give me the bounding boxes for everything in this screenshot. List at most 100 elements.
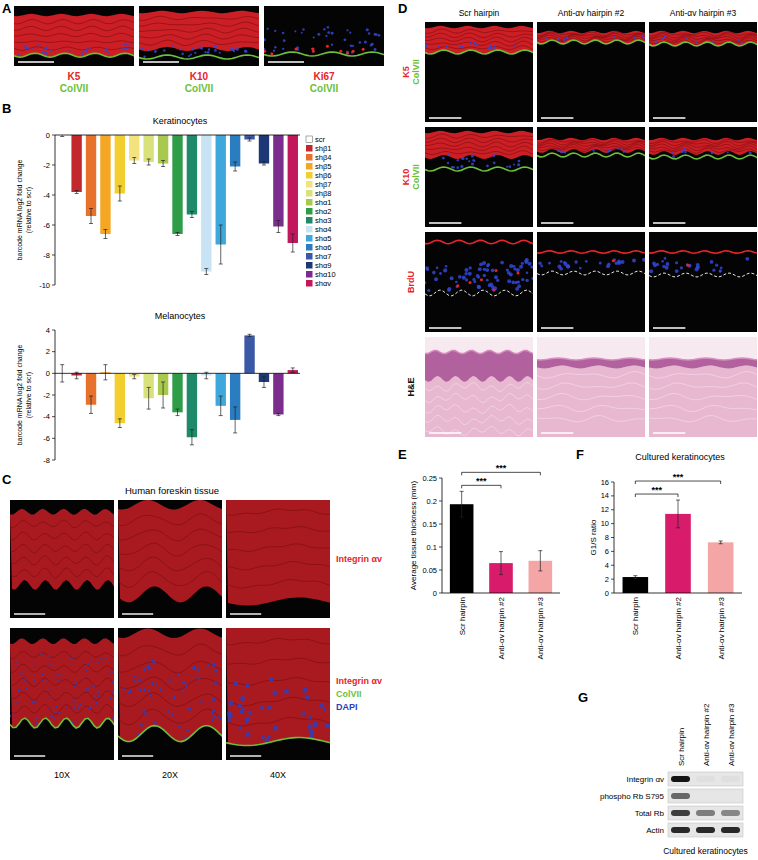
error-bar [291, 368, 295, 372]
nucleus [513, 164, 515, 166]
y-tick-label: 0.25 [422, 474, 437, 483]
dermis-fiber [537, 372, 645, 379]
texture [10, 651, 114, 659]
scale-bar [653, 222, 685, 223]
texture [10, 568, 114, 578]
texture [14, 19, 134, 24]
legend-swatch [306, 163, 313, 170]
nucleus [76, 721, 78, 723]
bar [230, 135, 240, 167]
scale-bar [143, 61, 179, 62]
nucleus [190, 53, 192, 55]
nucleus [13, 703, 15, 705]
nucleus [374, 33, 377, 36]
error-cap [103, 364, 107, 365]
texture [649, 148, 757, 153]
nucleus [169, 680, 172, 683]
micrograph [537, 232, 645, 332]
nucleus [179, 49, 181, 51]
nucleus [192, 48, 195, 51]
nucleus [20, 672, 22, 674]
error-cap [538, 570, 542, 571]
nucleus [378, 34, 381, 37]
nucleus [204, 51, 206, 53]
nucleus [492, 154, 495, 157]
nucleus [560, 150, 563, 153]
error-cap [60, 136, 64, 137]
stain-red-dot [686, 264, 689, 267]
nucleus [282, 32, 285, 35]
scale-bar [541, 222, 573, 223]
nucleus [211, 711, 214, 714]
legend-label: shβ6 [315, 171, 331, 180]
error-cap [262, 165, 266, 166]
stain-red-dot [456, 284, 459, 287]
error-bar [190, 430, 194, 445]
nucleus [545, 38, 547, 40]
dashed-boundary [537, 271, 645, 275]
nucleus [313, 36, 315, 38]
nucleus [617, 147, 619, 149]
error-bar [75, 191, 79, 194]
nucleus [696, 263, 700, 267]
error-cap [719, 540, 723, 541]
nucleus [473, 41, 476, 44]
nucleus [16, 701, 18, 703]
error-cap [233, 171, 237, 172]
error-cap [161, 408, 165, 409]
nucleus [324, 723, 329, 728]
error-cap [176, 415, 180, 416]
error-stem [134, 374, 135, 378]
lane-label: Scr hairpin [677, 728, 686, 766]
legend-swatch [306, 235, 313, 242]
nucleus [439, 272, 442, 275]
texture [10, 556, 114, 565]
scale-bar [14, 755, 45, 756]
nucleus [684, 151, 687, 154]
nucleus [507, 279, 511, 283]
texture [226, 658, 330, 664]
nucleus [675, 269, 679, 273]
nucleus [211, 718, 214, 721]
panel-letter: E [398, 447, 407, 462]
nucleus [327, 31, 330, 34]
nucleus [98, 695, 100, 697]
nucleus [76, 682, 79, 685]
nucleus [325, 35, 327, 37]
stain-label: ColVII [336, 689, 362, 699]
nucleus [680, 266, 683, 269]
nucleus [44, 52, 47, 55]
error-cap [276, 220, 280, 221]
nucleus [66, 706, 68, 708]
stain-label: DAPI [336, 702, 358, 712]
texture [139, 28, 259, 33]
stain-red-dot [362, 48, 365, 51]
y-tick [439, 547, 442, 548]
image-background [649, 232, 757, 332]
nucleus [450, 276, 454, 280]
error-stem [105, 365, 106, 380]
y-tick-label: -2 [43, 161, 50, 170]
nucleus [71, 657, 73, 659]
nucleus [653, 263, 657, 267]
legend-label: shα3 [315, 216, 331, 225]
nucleus [41, 680, 43, 682]
dermis-fiber [537, 383, 645, 389]
nucleus [548, 262, 551, 265]
y-tick [611, 495, 614, 496]
legend-swatch [306, 181, 313, 188]
error-stem [263, 377, 264, 388]
error-stem [206, 269, 207, 275]
bar [273, 135, 283, 227]
nucleus [712, 269, 715, 272]
legend-swatch [306, 244, 313, 251]
nucleus [331, 32, 334, 35]
nucleus [331, 44, 333, 46]
dermis [425, 376, 533, 437]
dermis [649, 366, 757, 437]
nucleus [566, 264, 569, 267]
dermis-fiber [425, 382, 533, 392]
nucleus [443, 268, 447, 272]
blot-row-label: Total Rb [635, 809, 665, 818]
x-tick-label: Scr hairpin [631, 597, 640, 635]
